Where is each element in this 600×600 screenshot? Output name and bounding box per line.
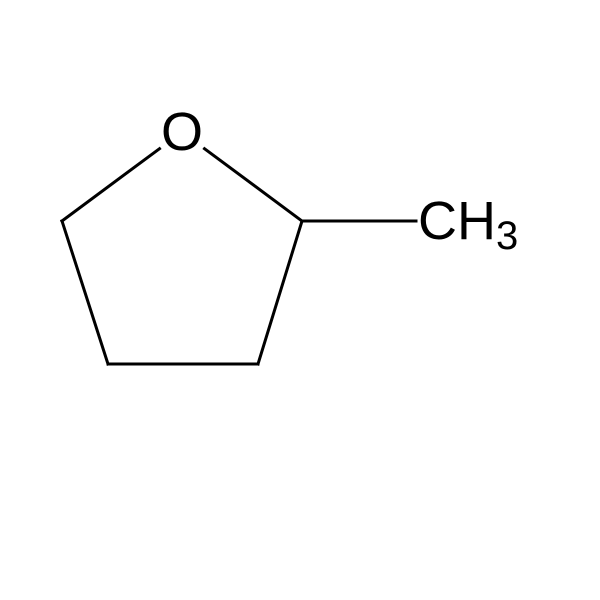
svg-text:CH3: CH3 [418,191,518,258]
svg-text:O: O [161,102,203,162]
bond [204,149,302,221]
bond [258,221,302,364]
atom-label-O: O [161,102,203,162]
bond [62,149,160,221]
bond [62,221,108,364]
molecule-canvas: O CH3 [0,0,600,600]
atom-label-C6: CH3 [418,191,518,258]
